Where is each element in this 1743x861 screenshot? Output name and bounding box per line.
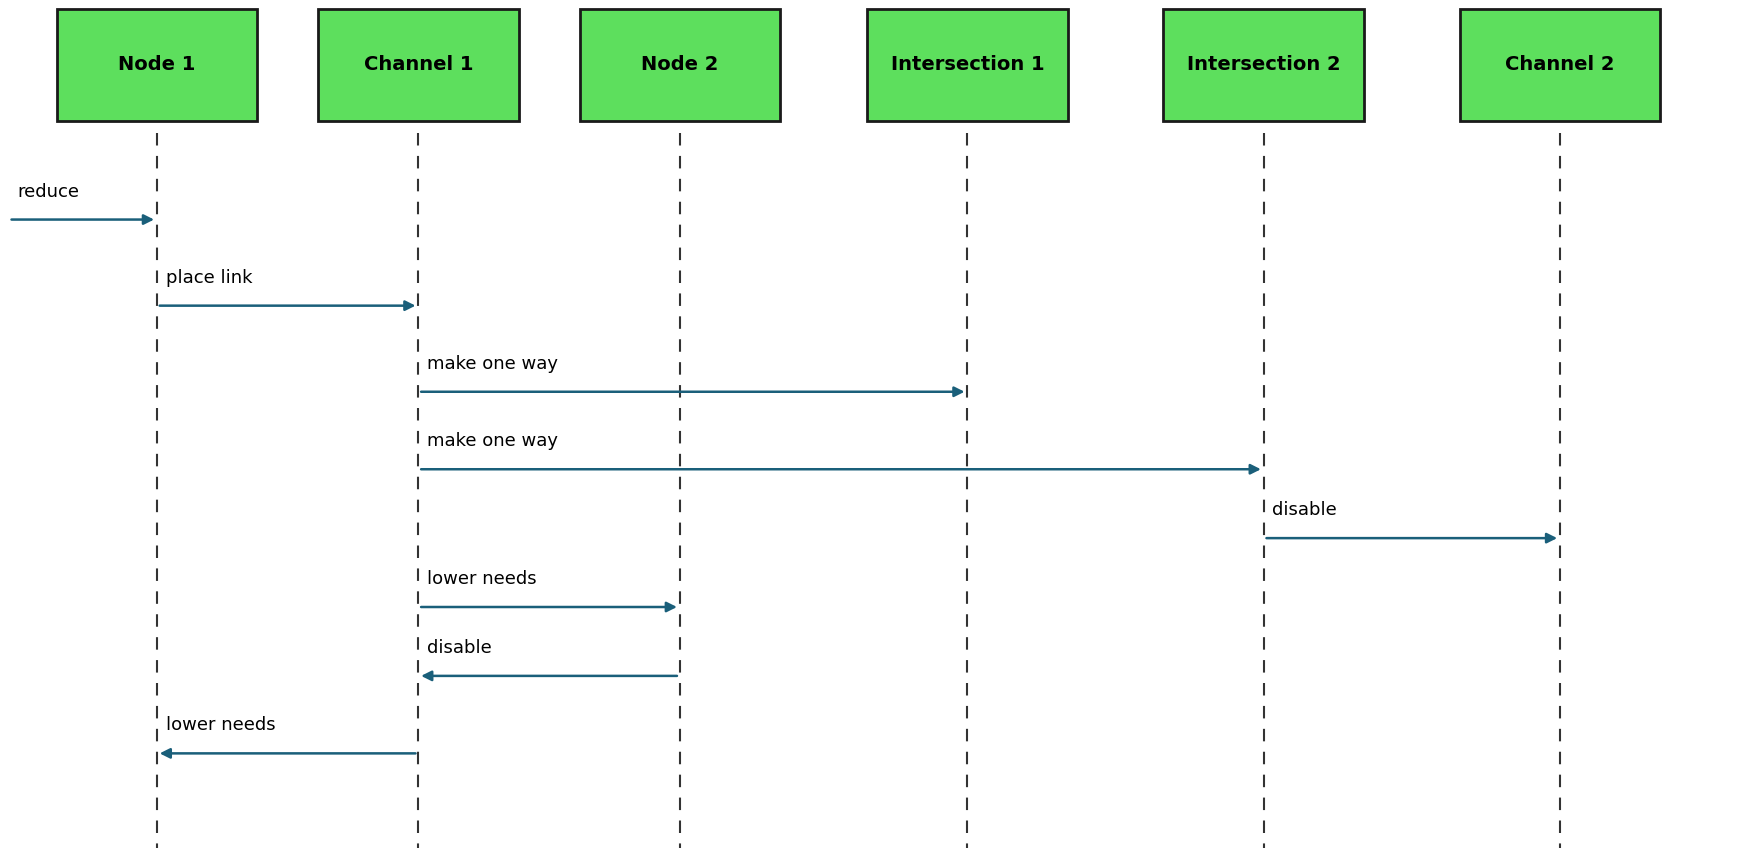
FancyBboxPatch shape [1459, 9, 1659, 121]
Text: reduce: reduce [17, 183, 80, 201]
Text: make one way: make one way [427, 355, 558, 373]
Text: disable: disable [427, 639, 492, 657]
Text: place link: place link [166, 269, 253, 287]
Text: Channel 2: Channel 2 [1506, 55, 1614, 74]
Text: Intersection 2: Intersection 2 [1187, 55, 1340, 74]
FancyBboxPatch shape [56, 9, 256, 121]
Text: lower needs: lower needs [166, 716, 275, 734]
Text: Node 1: Node 1 [119, 55, 195, 74]
Text: Channel 1: Channel 1 [364, 55, 472, 74]
FancyBboxPatch shape [868, 9, 1067, 121]
FancyBboxPatch shape [317, 9, 519, 121]
Text: Intersection 1: Intersection 1 [891, 55, 1044, 74]
FancyBboxPatch shape [1163, 9, 1363, 121]
Text: make one way: make one way [427, 432, 558, 450]
Text: lower needs: lower needs [427, 570, 537, 588]
Text: Node 2: Node 2 [641, 55, 718, 74]
Text: disable: disable [1272, 501, 1337, 519]
FancyBboxPatch shape [579, 9, 781, 121]
